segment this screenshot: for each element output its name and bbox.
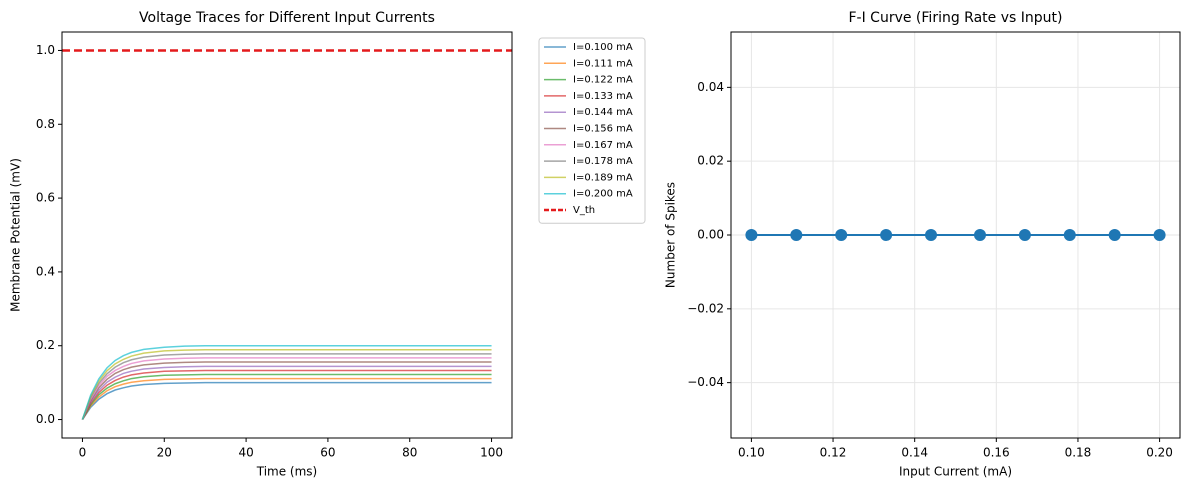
legend-label: I=0.156 mA	[573, 124, 633, 135]
series-line	[81, 369, 492, 420]
chart-title: Voltage Traces for Different Input Curre…	[139, 10, 435, 26]
legend-label: I=0.167 mA	[573, 140, 633, 151]
y-tick-label: 0.0	[36, 412, 55, 426]
data-point	[790, 229, 803, 241]
x-tick-label: 40	[238, 446, 253, 460]
legend-label: I=0.100 mA	[573, 42, 633, 53]
data-point	[973, 229, 986, 241]
legend-label: I=0.189 mA	[573, 172, 633, 183]
y-tick-label: −0.04	[687, 375, 724, 389]
series-line	[81, 377, 492, 420]
series-line	[81, 365, 492, 420]
x-axis-label: Input Current (mA)	[899, 465, 1012, 479]
y-axis-label: Number of Spikes	[664, 182, 678, 288]
series-line	[81, 357, 492, 420]
y-tick-label: 0.6	[36, 191, 55, 205]
x-tick-label: 0.12	[820, 446, 847, 460]
series-line	[81, 373, 492, 420]
series-line	[81, 349, 492, 420]
data-point	[925, 229, 938, 241]
x-tick-label: 0	[79, 446, 87, 460]
legend-label: V_th	[573, 205, 595, 216]
y-tick-label: 0.04	[697, 80, 724, 94]
x-tick-label: 0.20	[1146, 446, 1173, 460]
y-tick-label: 0.00	[697, 228, 724, 242]
y-axis-label: Membrane Potential (mV)	[9, 158, 23, 312]
legend-label: I=0.144 mA	[573, 107, 633, 118]
x-tick-label: 60	[320, 446, 335, 460]
series-line	[81, 361, 492, 420]
x-tick-label: 0.16	[983, 446, 1010, 460]
legend-label: I=0.122 mA	[573, 75, 633, 86]
plot-frame	[61, 31, 513, 439]
chart-title: F-I Curve (Firing Rate vs Input)	[849, 10, 1063, 26]
legend-label: I=0.178 mA	[573, 156, 633, 167]
data-point	[1108, 229, 1121, 241]
data-point	[1063, 229, 1076, 241]
series-line	[81, 344, 492, 420]
data-point	[1153, 229, 1166, 241]
x-tick-label: 100	[480, 446, 503, 460]
x-tick-label: 0.14	[901, 446, 928, 460]
x-tick-label: 20	[157, 446, 172, 460]
data-point	[835, 229, 848, 241]
y-tick-label: 0.4	[36, 264, 55, 278]
y-tick-label: 0.02	[697, 154, 724, 168]
series-line	[81, 353, 492, 420]
series-line	[81, 381, 492, 420]
x-axis-label: Time (ms)	[256, 465, 318, 479]
y-tick-label: 0.8	[36, 117, 55, 131]
data-point	[745, 229, 758, 241]
y-tick-label: −0.02	[687, 301, 724, 315]
data-point	[880, 229, 893, 241]
x-tick-label: 80	[402, 446, 417, 460]
x-tick-label: 0.18	[1065, 446, 1092, 460]
y-tick-label: 1.0	[36, 43, 55, 57]
data-point	[1018, 229, 1031, 241]
legend-label: I=0.133 mA	[573, 91, 633, 102]
plot-frame	[730, 31, 1181, 439]
legend-label: I=0.200 mA	[573, 189, 633, 200]
x-tick-label: 0.10	[738, 446, 765, 460]
legend-label: I=0.111 mA	[573, 58, 633, 69]
y-tick-label: 0.2	[36, 338, 55, 352]
